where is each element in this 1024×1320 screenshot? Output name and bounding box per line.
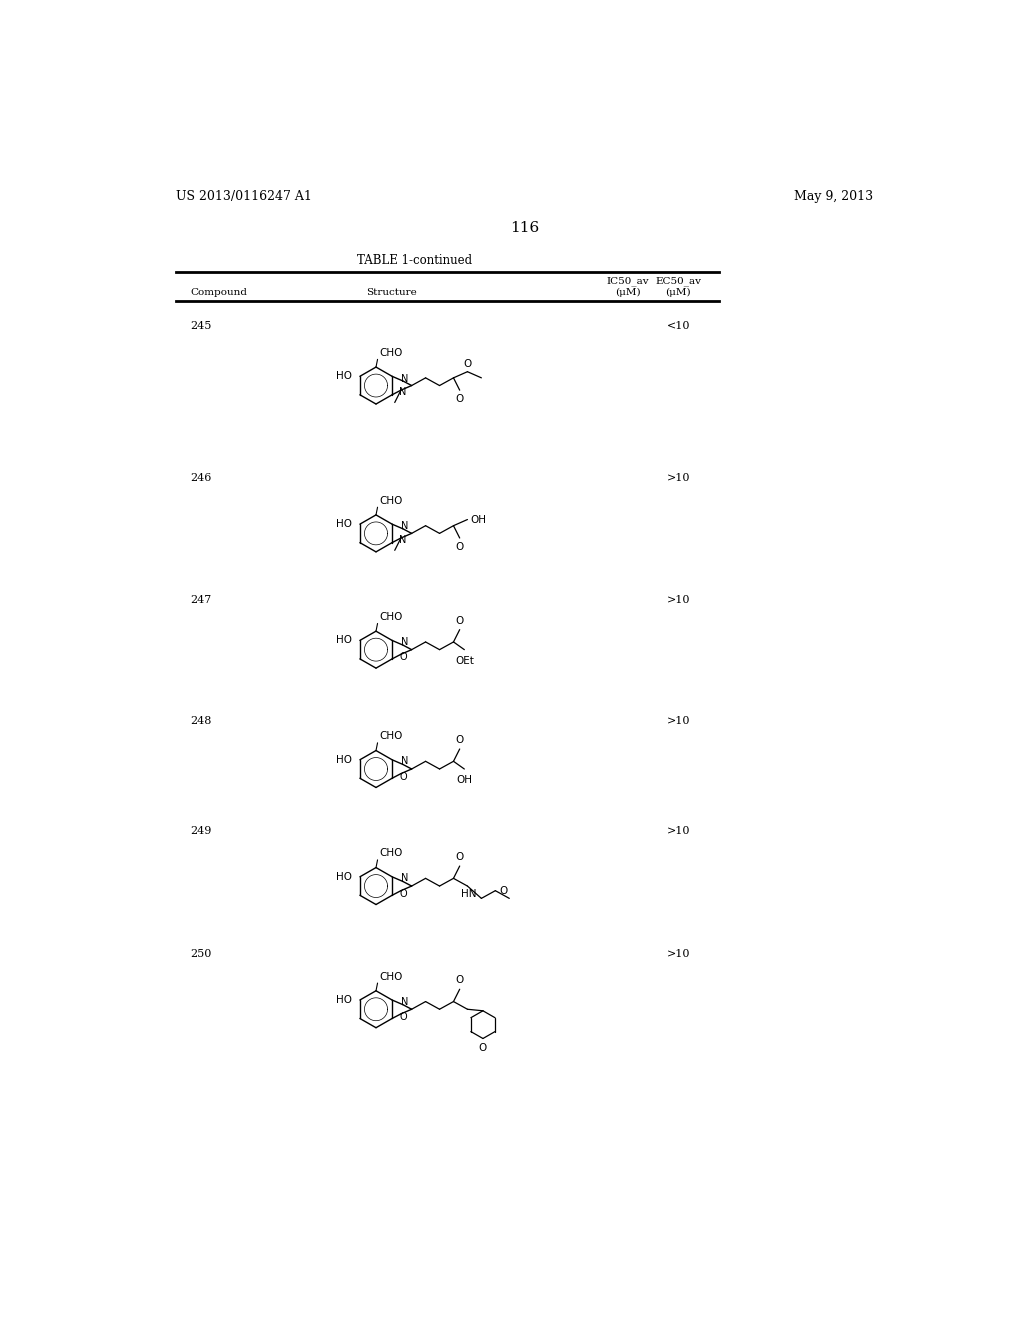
Text: May 9, 2013: May 9, 2013 bbox=[795, 190, 873, 203]
Text: OEt: OEt bbox=[455, 656, 474, 665]
Text: HO: HO bbox=[336, 371, 352, 381]
Text: TABLE 1-continued: TABLE 1-continued bbox=[357, 255, 472, 268]
Text: O: O bbox=[456, 975, 464, 985]
Text: O: O bbox=[399, 772, 408, 781]
Text: O: O bbox=[399, 888, 408, 899]
Text: Structure: Structure bbox=[367, 288, 417, 297]
Text: IC50_av: IC50_av bbox=[606, 277, 649, 286]
Text: O: O bbox=[456, 853, 464, 862]
Text: 249: 249 bbox=[190, 825, 211, 836]
Text: >10: >10 bbox=[667, 473, 690, 483]
Text: >10: >10 bbox=[667, 594, 690, 605]
Text: N: N bbox=[401, 756, 409, 767]
Text: N: N bbox=[400, 374, 408, 384]
Text: 248: 248 bbox=[190, 715, 211, 726]
Text: 250: 250 bbox=[190, 949, 211, 958]
Text: HO: HO bbox=[336, 755, 352, 764]
Text: HO: HO bbox=[336, 995, 352, 1005]
Text: US 2013/0116247 A1: US 2013/0116247 A1 bbox=[176, 190, 312, 203]
Text: N: N bbox=[401, 997, 409, 1007]
Text: HN: HN bbox=[461, 890, 477, 899]
Text: HO: HO bbox=[336, 519, 352, 529]
Text: OH: OH bbox=[471, 515, 486, 524]
Text: 245: 245 bbox=[190, 321, 211, 331]
Text: O: O bbox=[456, 735, 464, 744]
Text: EC50_av: EC50_av bbox=[655, 277, 701, 286]
Text: >10: >10 bbox=[667, 715, 690, 726]
Text: O: O bbox=[399, 1012, 408, 1022]
Text: N: N bbox=[400, 521, 408, 532]
Text: 247: 247 bbox=[190, 594, 211, 605]
Text: N: N bbox=[398, 388, 407, 397]
Text: 246: 246 bbox=[190, 473, 211, 483]
Text: (μM): (μM) bbox=[615, 288, 641, 297]
Text: CHO: CHO bbox=[380, 348, 403, 358]
Text: HO: HO bbox=[336, 871, 352, 882]
Text: O: O bbox=[456, 616, 464, 626]
Text: O: O bbox=[456, 395, 464, 404]
Text: N: N bbox=[401, 874, 409, 883]
Text: (μM): (μM) bbox=[666, 288, 691, 297]
Text: OH: OH bbox=[457, 775, 472, 785]
Text: O: O bbox=[500, 886, 508, 896]
Text: Compound: Compound bbox=[190, 288, 247, 297]
Text: O: O bbox=[456, 543, 464, 552]
Text: <10: <10 bbox=[667, 321, 690, 331]
Text: O: O bbox=[463, 359, 472, 368]
Text: CHO: CHO bbox=[380, 612, 403, 622]
Text: O: O bbox=[479, 1043, 487, 1053]
Text: HO: HO bbox=[336, 635, 352, 645]
Text: N: N bbox=[401, 638, 409, 647]
Text: O: O bbox=[399, 652, 408, 663]
Text: CHO: CHO bbox=[380, 972, 403, 982]
Text: N: N bbox=[398, 536, 407, 545]
Text: >10: >10 bbox=[667, 949, 690, 958]
Text: 116: 116 bbox=[510, 220, 540, 235]
Text: CHO: CHO bbox=[380, 731, 403, 742]
Text: CHO: CHO bbox=[380, 496, 403, 506]
Text: CHO: CHO bbox=[380, 849, 403, 858]
Text: >10: >10 bbox=[667, 825, 690, 836]
